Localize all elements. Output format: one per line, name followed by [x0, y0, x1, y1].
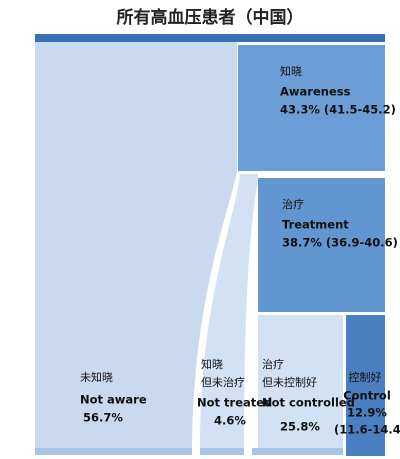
value: 56.7% — [83, 411, 123, 425]
bottom-strip — [200, 448, 244, 455]
treatment-block — [258, 178, 385, 312]
not-aware-flow — [35, 42, 237, 448]
label-zh: 治疗 — [262, 357, 284, 371]
label-zh: 知晓 — [280, 64, 302, 78]
label-en: Treatment — [282, 218, 349, 232]
label-en: Not controlled — [262, 396, 355, 410]
control-block — [346, 315, 385, 456]
label-zh: 治疗 — [282, 197, 304, 211]
title: 所有高血压患者（中国） — [117, 7, 304, 28]
value-ci: (11.6-14.4) — [334, 423, 400, 437]
value: 4.6% — [214, 414, 246, 428]
not-treated-flow — [200, 174, 258, 448]
value: 25.8% — [280, 420, 320, 434]
value: 12.9% — [347, 406, 387, 420]
label-en: Not treated — [197, 396, 272, 410]
label-en: Not aware — [80, 393, 147, 407]
value: 38.7% (36.9-40.6) — [282, 236, 398, 250]
label-zh: 未知晓 — [80, 370, 113, 384]
bottom-strip — [252, 448, 343, 455]
label-zh: 控制好 — [349, 370, 382, 384]
label-zh: 但未控制好 — [262, 375, 317, 389]
label-zh: 知晓 — [201, 357, 223, 371]
label-zh: 但未治疗 — [201, 375, 245, 389]
not-controlled-block — [258, 315, 343, 448]
value: 43.3% (41.5-45.2) — [280, 103, 396, 117]
label-en: Awareness — [280, 85, 351, 99]
awareness-block — [238, 45, 385, 171]
bottom-strip — [35, 448, 192, 455]
label-en: Control — [343, 389, 391, 403]
top-bar — [35, 34, 385, 42]
